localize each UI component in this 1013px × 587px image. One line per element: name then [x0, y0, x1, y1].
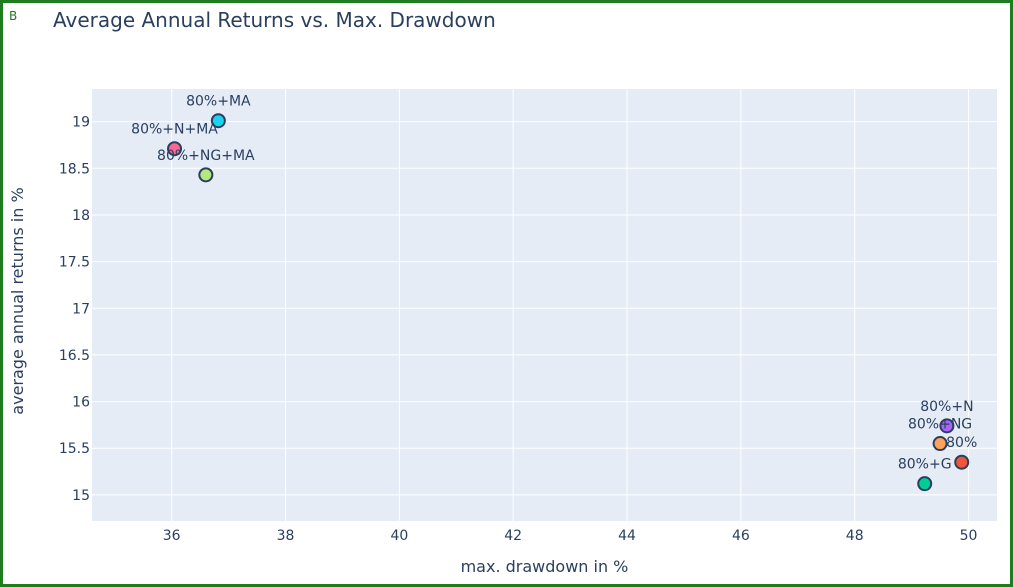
y-tick-label: 15: [72, 488, 90, 504]
plot-area: [92, 89, 997, 521]
data-label: 80%+N: [920, 399, 973, 415]
tick-labels: 36 38 40 42 44 46 48 50 15 15.5 16 16.5 17 17.5 18 18.5…: [59, 115, 978, 544]
y-tick-label: 18.5: [59, 161, 90, 177]
x-tick-label: 44: [618, 528, 636, 544]
x-tick-label: 40: [390, 528, 408, 544]
y-tick-label: 15.5: [59, 441, 90, 457]
data-label: 80%+G: [898, 457, 952, 473]
data-point: [932, 436, 948, 452]
data-label: 80%: [946, 435, 977, 451]
y-tick-label: 18: [72, 208, 90, 224]
chart-title: Average Annual Returns vs. Max. Drawdown: [53, 8, 496, 32]
data-label: 80%+NG+MA: [157, 148, 255, 164]
x-tick-label: 42: [504, 528, 522, 544]
x-tick-label: 38: [277, 528, 295, 544]
data-point: [917, 476, 933, 492]
y-tick-label: 17.5: [59, 255, 90, 271]
y-tick-label: 19: [72, 115, 90, 131]
y-tick-label: 16.5: [59, 348, 90, 364]
data-point: [198, 167, 214, 183]
x-tick-label: 48: [846, 528, 864, 544]
data-point: [954, 454, 970, 470]
data-label: 80%+NG: [908, 417, 972, 433]
x-tick-label: 36: [163, 528, 181, 544]
data-point: [167, 141, 183, 157]
data-label: 80%+MA: [186, 94, 251, 110]
x-tick-label: 46: [732, 528, 750, 544]
y-axis-title: average annual returns in %: [8, 187, 27, 414]
panel-label: B: [9, 9, 18, 23]
y-tick-label: 16: [72, 395, 90, 411]
x-tick-label: 50: [960, 528, 978, 544]
data-point: [210, 113, 226, 129]
data-point: [939, 418, 955, 434]
data-points: 80%+MA 80%+N+MA 80%+NG+MA 80%+N 80%+NG 80% 80%…: [131, 94, 977, 492]
grid-lines: [92, 89, 997, 521]
x-axis-title: max. drawdown in %: [461, 557, 629, 576]
data-label: 80%+N+MA: [131, 122, 218, 138]
y-tick-label: 17: [72, 301, 90, 317]
